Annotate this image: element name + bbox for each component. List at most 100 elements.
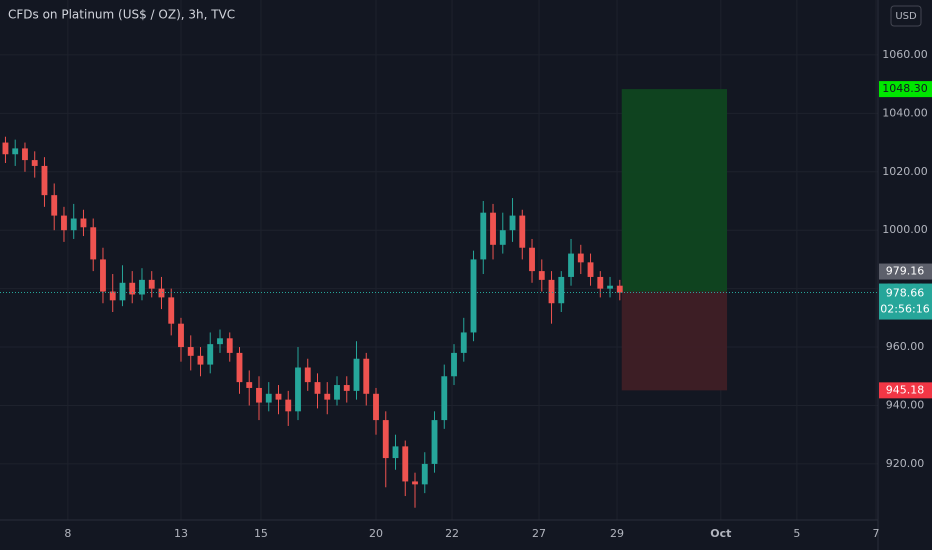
candle-body [168, 297, 175, 324]
grid [0, 0, 878, 520]
x-tick-label: 5 [793, 527, 800, 540]
candle-body [529, 247, 535, 272]
axes: 920.00940.00960.00980.001000.001020.0010… [0, 48, 932, 540]
candle-body [109, 291, 116, 301]
y-tick-label: 920.00 [886, 457, 925, 470]
candle-body [90, 227, 97, 260]
candle-body [2, 142, 9, 155]
x-tick-label: 8 [64, 527, 71, 540]
y-tick-label: 1000.00 [882, 223, 928, 236]
candle-body [285, 399, 292, 412]
candle-body [31, 160, 38, 166]
candle-body [509, 215, 516, 231]
candle-body [460, 332, 467, 353]
stop-tag [879, 382, 932, 399]
candle-body [480, 212, 487, 260]
candle-body [148, 279, 155, 289]
prev-close-label: 979.16 [886, 265, 925, 278]
currency-label[interactable]: USD [895, 11, 917, 22]
candle-body [451, 352, 457, 377]
candle-body [548, 279, 555, 304]
x-tick-label: 22 [445, 527, 459, 540]
candle-body [558, 276, 565, 304]
candle-body [470, 259, 477, 333]
candle-body [597, 276, 604, 289]
candle-body [382, 420, 389, 459]
candle-body [22, 148, 28, 161]
candle-body [256, 387, 262, 403]
candle-body [343, 385, 350, 391]
candle-body [129, 282, 136, 295]
x-tick-label: Oct [710, 527, 731, 540]
candle-body [353, 358, 360, 391]
candle-body [217, 338, 223, 345]
candle-body [197, 355, 204, 365]
candle-body [158, 288, 165, 298]
countdown-label: 02:56:16 [880, 303, 929, 316]
last-price-tag [879, 283, 932, 320]
y-tick-label: 960.00 [886, 340, 925, 353]
candle-body [246, 382, 253, 388]
candle-body [538, 271, 545, 280]
candle-body [41, 165, 48, 196]
x-tick-label: 27 [532, 527, 546, 540]
last-price-label: 978.66 [886, 287, 925, 300]
candle-body [334, 385, 340, 400]
x-tick-label: 15 [254, 527, 268, 540]
candle-body [519, 215, 526, 248]
x-tick-label: 13 [174, 527, 188, 540]
candle-body [275, 393, 282, 400]
prev-close-tag [879, 263, 932, 280]
candle-body [402, 446, 409, 482]
position-tool[interactable] [621, 89, 728, 391]
candle-body [421, 463, 428, 485]
candle-body [304, 367, 311, 383]
candle-body [139, 279, 145, 295]
candle-body [100, 259, 106, 292]
x-tick-label: 7 [873, 527, 880, 540]
candle-body [51, 195, 58, 216]
candle-body [363, 358, 370, 394]
candle-body [295, 367, 301, 412]
y-tick-label: 940.00 [886, 398, 925, 411]
stop-price-label: 945.18 [886, 383, 925, 396]
candle-body [187, 347, 194, 356]
candles [2, 136, 623, 508]
candle-body [373, 393, 379, 421]
target-tag [879, 81, 932, 98]
candle-body [490, 212, 496, 245]
candle-body [314, 382, 321, 394]
candle-body [12, 148, 19, 155]
candle-body [568, 253, 574, 277]
candle-body [324, 393, 331, 400]
candle-body [178, 323, 184, 348]
candle-body [236, 352, 243, 383]
candle-body [577, 253, 584, 263]
candle-body [70, 218, 77, 231]
candle-body [412, 481, 418, 485]
candle-body [265, 393, 272, 403]
y-tick-label: 1060.00 [882, 48, 928, 61]
candle-body [607, 285, 613, 289]
profit-zone [621, 89, 728, 292]
candle-body [441, 376, 448, 421]
candle-body [80, 218, 87, 228]
candle-body [499, 230, 506, 245]
y-tick-label: 1040.00 [882, 106, 928, 119]
x-tick-label: 20 [369, 527, 383, 540]
candle-body [61, 215, 67, 231]
chart-title: CFDs on Platinum (US$ / OZ), 3h, TVC [8, 8, 235, 22]
currency-button[interactable] [890, 5, 922, 27]
y-tick-label: 1020.00 [882, 165, 928, 178]
loss-zone [621, 291, 728, 391]
candle-body [431, 420, 438, 464]
candle-body [207, 344, 214, 365]
target-price-label: 1048.30 [882, 82, 928, 95]
candle-body [119, 282, 126, 301]
candle-body [616, 285, 623, 293]
candle-body [392, 446, 399, 459]
candle-body [587, 262, 594, 277]
candle-body [226, 338, 233, 353]
